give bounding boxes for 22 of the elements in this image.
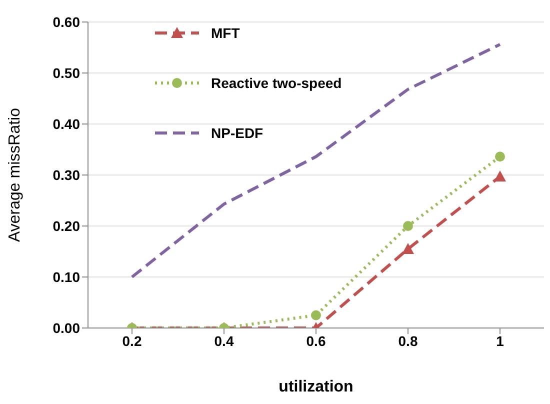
- point: [402, 242, 414, 254]
- y-tick-label: 0.40: [52, 116, 80, 132]
- x-axis-title: utilization: [278, 378, 354, 396]
- point: [495, 152, 505, 162]
- y-tick-label: 0.20: [52, 218, 80, 234]
- point: [403, 221, 413, 231]
- y-tick-label: 0.00: [52, 320, 80, 336]
- point: [494, 170, 506, 182]
- y-tick-label: 0.30: [52, 166, 80, 183]
- legend-label: MFT: [211, 25, 240, 41]
- y-axis-title: Average missRatio: [6, 108, 24, 242]
- legend-label: NP-EDF: [211, 125, 264, 141]
- x-tick-label: 0.4: [214, 332, 234, 349]
- x-tick-label: 0.8: [398, 332, 418, 349]
- legend-label: Reactive two-speed: [211, 75, 342, 91]
- line-series: [130, 42, 502, 278]
- x-tick-label: 1: [496, 332, 504, 349]
- y-tick-label: 0.60: [52, 14, 80, 30]
- x-tick-label: 0.2: [122, 332, 142, 349]
- y-tick-label: 0.10: [52, 268, 80, 285]
- y-tick-label: 0.50: [52, 64, 80, 81]
- x-tick-label: 0.6: [306, 332, 326, 349]
